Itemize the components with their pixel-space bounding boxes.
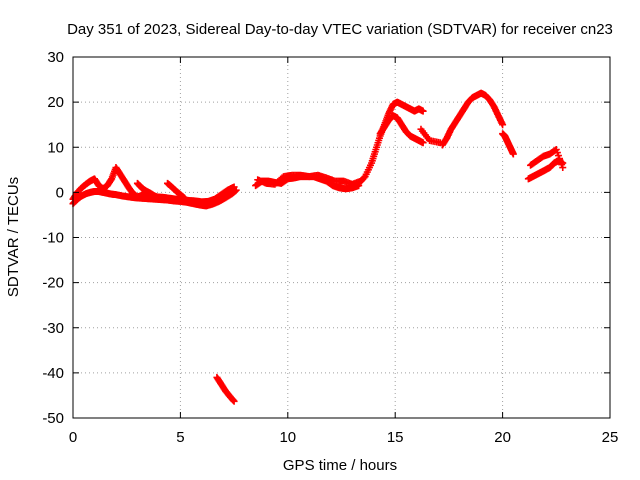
x-tick-label: 15 bbox=[387, 429, 404, 446]
y-tick-label: -30 bbox=[42, 320, 64, 337]
x-tick-labels: 0 5 10 15 20 25 bbox=[69, 57, 619, 446]
y-tick-labels: -50 -40 -30 -20 -10 0 10 20 30 bbox=[42, 49, 610, 427]
y-tick-label: 20 bbox=[47, 94, 64, 111]
grid-lines bbox=[73, 57, 610, 418]
x-tick-label: 0 bbox=[69, 429, 77, 446]
series-bump-3-5 bbox=[133, 179, 163, 202]
series-scattered-16-17 bbox=[417, 125, 444, 147]
data-point bbox=[509, 150, 517, 158]
data-point bbox=[419, 139, 427, 147]
x-tick-label: 25 bbox=[602, 429, 619, 446]
x-axis-label: GPS time / hours bbox=[283, 457, 397, 474]
y-tick-label: 10 bbox=[47, 139, 64, 156]
series-drop-6-7 bbox=[213, 373, 238, 405]
x-tick-label: 20 bbox=[494, 429, 511, 446]
data-point bbox=[181, 194, 189, 202]
series-bump-4-5 bbox=[164, 179, 189, 202]
chart-title: Day 351 of 2023, Sidereal Day-to-day VTE… bbox=[67, 21, 613, 38]
y-tick-label: -20 bbox=[42, 275, 64, 292]
data-point bbox=[499, 121, 507, 129]
y-tick-label: -10 bbox=[42, 230, 64, 247]
series-end-cluster bbox=[524, 146, 567, 183]
data-point bbox=[419, 107, 427, 115]
data-points bbox=[69, 89, 567, 405]
series-loop-15-16 bbox=[376, 112, 427, 147]
series-peak-17-20 bbox=[438, 89, 507, 149]
y-tick-label: 0 bbox=[56, 184, 64, 201]
series-upper-track bbox=[69, 164, 238, 206]
data-point bbox=[155, 194, 163, 202]
series-drop-20 bbox=[499, 130, 517, 158]
x-tick-label: 10 bbox=[279, 429, 296, 446]
y-tick-label: 30 bbox=[47, 49, 64, 66]
data-point bbox=[230, 397, 238, 405]
y-axis-label: SDTVAR / TECUs bbox=[5, 177, 22, 297]
y-tick-label: -50 bbox=[42, 410, 64, 427]
x-tick-label: 5 bbox=[176, 429, 184, 446]
y-tick-label: -40 bbox=[42, 365, 64, 382]
data-point bbox=[230, 183, 238, 191]
data-point bbox=[559, 164, 567, 172]
